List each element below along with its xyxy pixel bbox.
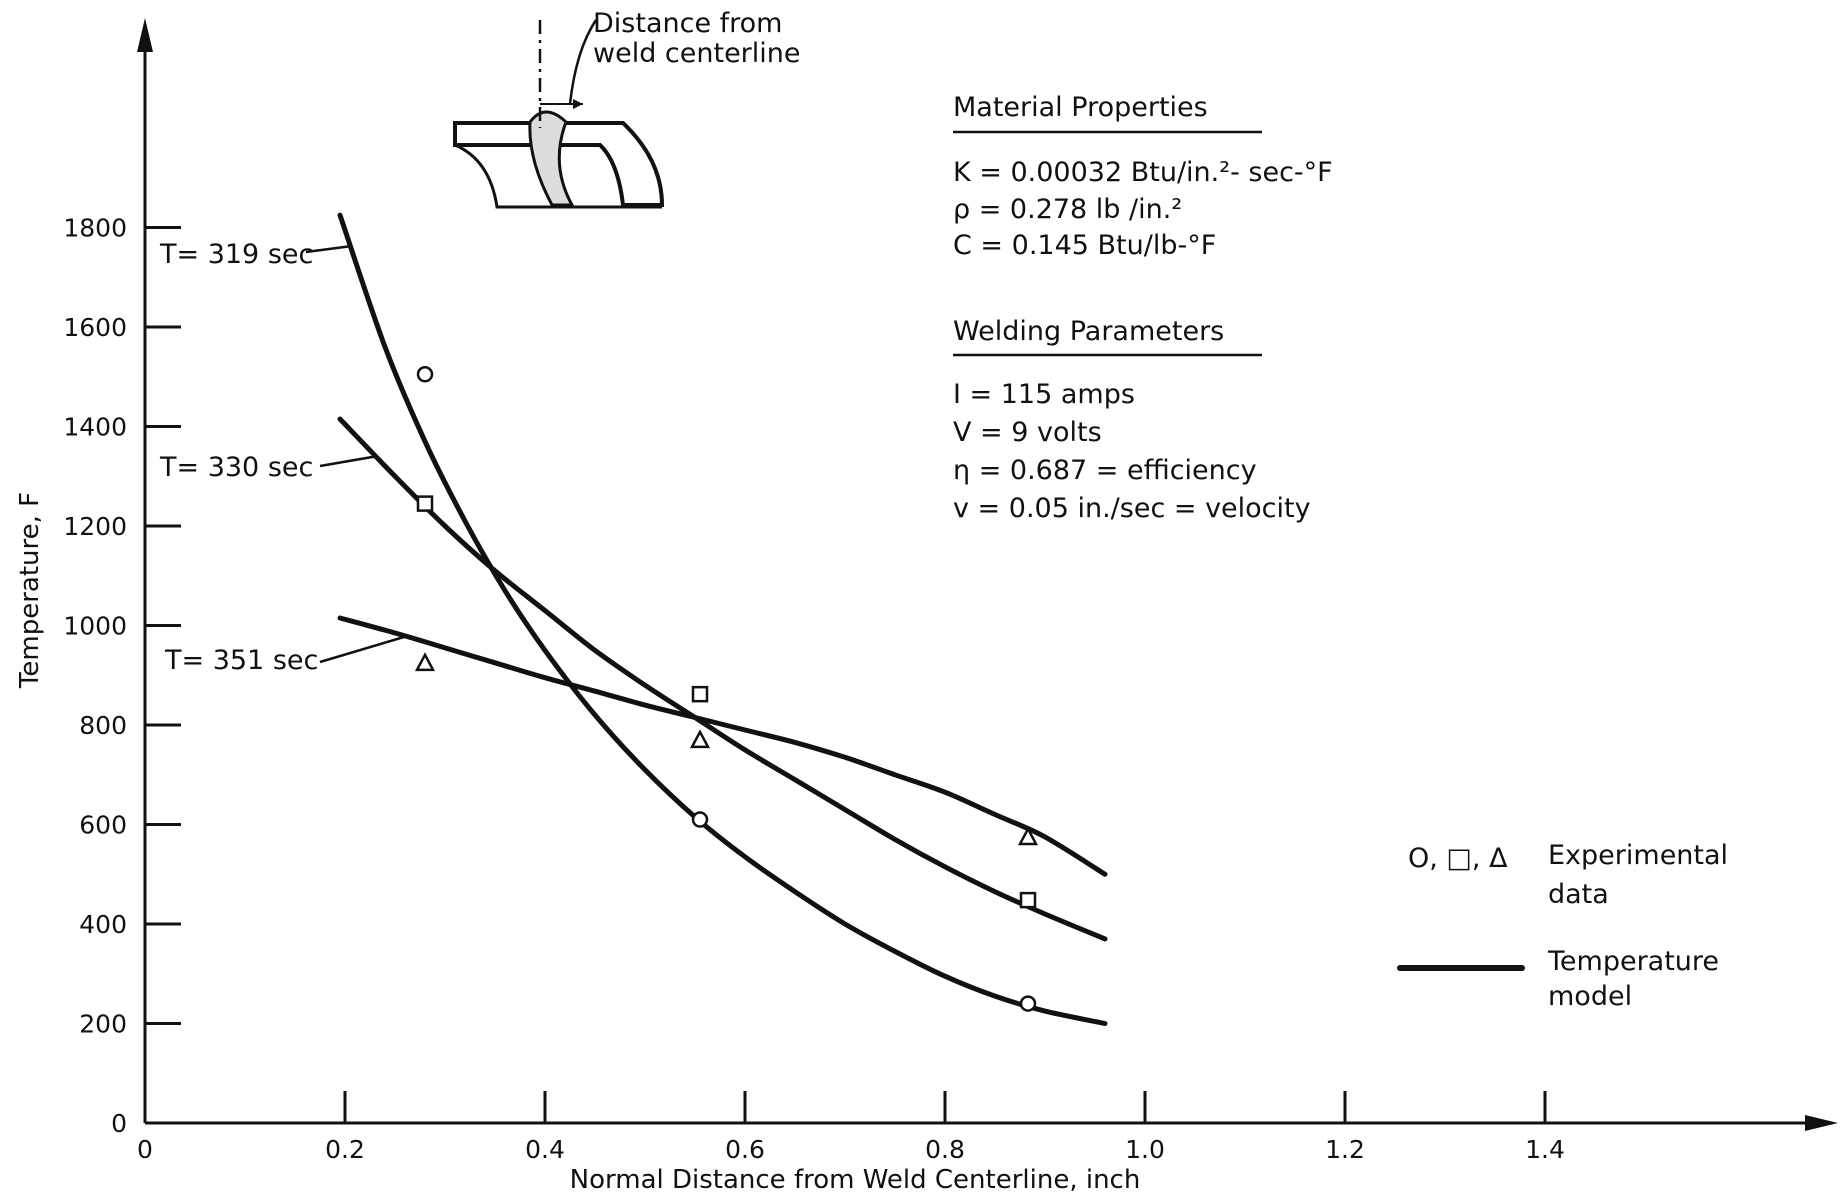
y-tick-label: 200 — [79, 1010, 127, 1039]
experimental-point-triangle — [1017, 826, 1039, 846]
x-tick-label: 0.8 — [925, 1135, 965, 1164]
experimental-point-circle — [691, 811, 709, 828]
x-tick-label: 1.0 — [1125, 1135, 1165, 1164]
x-axis-title: Normal Distance from Weld Centerline, in… — [570, 1165, 1141, 1195]
y-tick-label: 0 — [111, 1109, 127, 1138]
experimental-point-triangle — [689, 729, 711, 749]
y-tick-label: 1600 — [63, 313, 127, 342]
y-ticks: 0 200 400 600 800 1000 1200 1400 1600 1800 — [63, 214, 181, 1138]
model-curve-3 — [337, 615, 1108, 877]
material-rho: ρ = 0.278 lb /in.² — [953, 194, 1182, 225]
y-tick-label: 1200 — [63, 512, 127, 541]
welding-voltage: V = 9 volts — [953, 417, 1102, 448]
material-properties-title: Material Properties — [953, 92, 1208, 123]
experimental-point-square — [416, 495, 434, 512]
inset-label-line1: Distance from — [593, 8, 782, 39]
x-tick-label: 0.2 — [325, 1135, 365, 1164]
welding-efficiency: η = 0.687 = efficiency — [953, 455, 1257, 486]
curve-callouts: T= 319 sec T= 330 sec T= 351 sec — [159, 239, 405, 676]
model-curves — [337, 212, 1108, 1026]
experimental-markers — [414, 366, 1039, 1012]
y-tick-label: 400 — [79, 910, 127, 939]
y-axis-arrow — [137, 18, 153, 52]
legend-experimental-line1: Experimental — [1548, 840, 1728, 871]
welding-current: I = 115 amps — [953, 379, 1135, 410]
x-tick-label: 0.6 — [725, 1135, 765, 1164]
x-axis-arrow — [1805, 1115, 1838, 1131]
series-callout-label: T= 351 sec — [164, 645, 318, 676]
experimental-point-square — [1019, 891, 1037, 909]
x-tick-label: 0 — [137, 1135, 153, 1164]
welding-parameters-title: Welding Parameters — [953, 316, 1224, 347]
legend-experimental-line2: data — [1548, 879, 1609, 910]
y-tick-label: 1000 — [63, 612, 127, 641]
x-tick-label: 0.4 — [525, 1135, 565, 1164]
experimental-point-triangle — [414, 652, 436, 672]
series-callout-label: T= 319 sec — [159, 239, 313, 270]
legend-markers: O, □, Δ — [1408, 843, 1508, 874]
series-callout-label: T= 330 sec — [159, 452, 313, 483]
series-callout-leader — [319, 454, 379, 468]
y-tick-label: 800 — [79, 711, 127, 740]
experimental-point-circle — [1019, 995, 1037, 1012]
model-curve-2 — [337, 416, 1108, 942]
axes — [137, 18, 1838, 1131]
legend: O, □, Δ Experimental data Temperature mo… — [1397, 840, 1728, 1012]
series-callout-leader — [305, 244, 353, 254]
experimental-point-square — [691, 685, 709, 703]
x-ticks: 0 0.2 0.4 0.6 0.8 1.0 1.2 1.4 — [137, 1091, 1565, 1164]
x-tick-label: 1.2 — [1325, 1135, 1365, 1164]
y-tick-label: 600 — [79, 811, 127, 840]
y-tick-label: 1400 — [63, 413, 127, 442]
material-k: K = 0.00032 Btu/in.²- sec-°F — [953, 157, 1333, 188]
y-tick-label: 1800 — [63, 214, 127, 243]
legend-model-line2: model — [1548, 981, 1632, 1012]
x-tick-label: 1.4 — [1525, 1135, 1565, 1164]
inset-label-line2: weld centerline — [593, 38, 801, 69]
y-axis-title: Temperature, F — [15, 492, 45, 689]
weld-inset-sketch — [453, 19, 665, 209]
series-callout-leader — [319, 635, 405, 664]
experimental-point-circle — [416, 366, 434, 383]
model-curve-1 — [337, 212, 1108, 1026]
welding-velocity: v = 0.05 in./sec = velocity — [953, 493, 1311, 524]
legend-model-line1: Temperature — [1547, 946, 1719, 977]
material-c: C = 0.145 Btu/lb-°F — [953, 230, 1216, 261]
